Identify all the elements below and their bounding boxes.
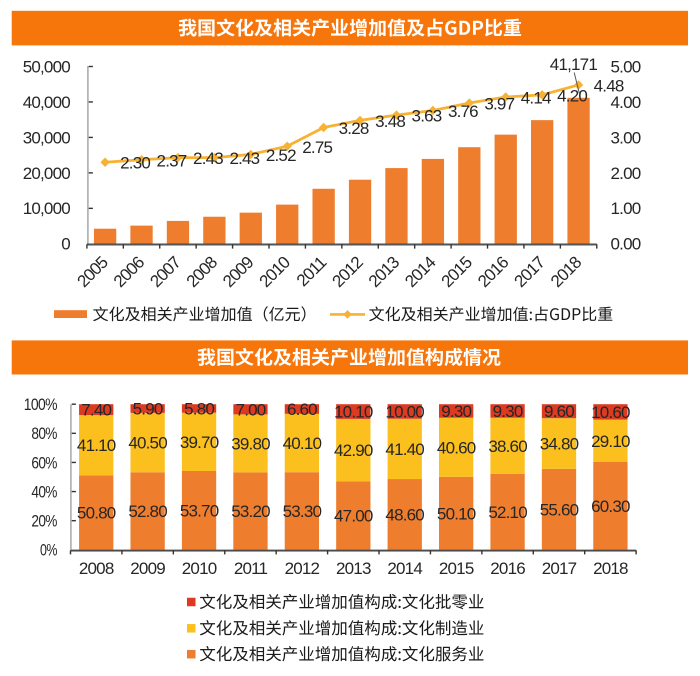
svg-text:2013: 2013	[336, 559, 371, 578]
svg-text:1.00: 1.00	[611, 199, 641, 218]
svg-text:52.80: 52.80	[128, 502, 167, 521]
svg-text:53.30: 53.30	[283, 502, 322, 521]
svg-text:20%: 20%	[31, 512, 57, 531]
svg-text:42.90: 42.90	[334, 441, 373, 460]
svg-text:10.00: 10.00	[385, 403, 424, 422]
svg-text:60%: 60%	[31, 453, 57, 472]
svg-text:53.70: 53.70	[180, 501, 219, 520]
svg-text:3.76: 3.76	[448, 102, 478, 121]
svg-text:3.28: 3.28	[339, 119, 369, 138]
svg-text:39.80: 39.80	[231, 434, 270, 453]
svg-text:4.48: 4.48	[594, 76, 624, 95]
svg-text:29.10: 29.10	[591, 432, 630, 451]
svg-text:34.80: 34.80	[540, 435, 579, 454]
svg-text:53.20: 53.20	[231, 502, 270, 521]
svg-text:2.37: 2.37	[157, 151, 187, 170]
svg-text:2.75: 2.75	[302, 138, 332, 157]
svg-text:0.00: 0.00	[611, 235, 641, 254]
svg-text:2012: 2012	[285, 559, 320, 578]
svg-text:7.00: 7.00	[236, 400, 266, 419]
svg-text:48.60: 48.60	[385, 505, 424, 524]
svg-text:2.30: 2.30	[120, 154, 150, 173]
svg-text:0: 0	[61, 235, 70, 254]
svg-text:40,000: 40,000	[23, 93, 71, 112]
svg-text:3.48: 3.48	[375, 112, 405, 131]
svg-text:3.63: 3.63	[412, 107, 442, 126]
svg-text:10.60: 10.60	[591, 403, 630, 422]
svg-text:0%: 0%	[40, 541, 57, 560]
svg-text:2.43: 2.43	[193, 149, 223, 168]
svg-text:47.00: 47.00	[334, 507, 373, 526]
svg-text:5.00: 5.00	[611, 57, 641, 76]
svg-text:2010: 2010	[182, 559, 217, 578]
svg-text:50.80: 50.80	[77, 504, 116, 523]
svg-text:52.10: 52.10	[488, 503, 527, 522]
svg-text:2.43: 2.43	[229, 149, 259, 168]
svg-text:9.30: 9.30	[441, 402, 471, 421]
svg-text:2015: 2015	[439, 559, 474, 578]
svg-text:4.20: 4.20	[557, 86, 587, 105]
svg-text:4.00: 4.00	[611, 93, 641, 112]
svg-text:2014: 2014	[387, 559, 422, 578]
svg-text:2009: 2009	[130, 559, 165, 578]
svg-text:9.60: 9.60	[544, 402, 574, 421]
svg-text:2.52: 2.52	[266, 146, 296, 165]
svg-text:20,000: 20,000	[23, 164, 71, 183]
svg-text:9.30: 9.30	[493, 402, 523, 421]
svg-text:100%: 100%	[24, 395, 58, 414]
svg-text:10.10: 10.10	[334, 403, 373, 422]
svg-text:50.10: 50.10	[437, 504, 476, 523]
svg-text:2016: 2016	[490, 559, 525, 578]
svg-text:3.00: 3.00	[611, 128, 641, 147]
svg-text:40.10: 40.10	[283, 434, 322, 453]
svg-text:60.30: 60.30	[591, 497, 630, 516]
svg-text:5.90: 5.90	[133, 400, 163, 419]
svg-text:7.40: 7.40	[81, 401, 111, 420]
svg-text:41,171: 41,171	[550, 55, 598, 74]
svg-text:41.40: 41.40	[385, 440, 424, 459]
svg-text:5.80: 5.80	[184, 400, 214, 419]
svg-text:2.00: 2.00	[611, 164, 641, 183]
svg-text:10,000: 10,000	[23, 199, 71, 218]
svg-text:40.50: 40.50	[128, 434, 167, 453]
svg-text:2017: 2017	[542, 559, 577, 578]
svg-text:3.97: 3.97	[484, 95, 514, 114]
svg-text:2018: 2018	[593, 559, 628, 578]
svg-text:38.60: 38.60	[488, 437, 527, 456]
svg-text:41.10: 41.10	[77, 436, 116, 455]
svg-text:39.70: 39.70	[180, 433, 219, 452]
svg-text:2011: 2011	[234, 559, 268, 578]
svg-text:40.60: 40.60	[437, 438, 476, 457]
svg-text:2008: 2008	[79, 559, 114, 578]
svg-text:40%: 40%	[31, 483, 57, 502]
svg-text:4.14: 4.14	[521, 89, 551, 108]
svg-text:50,000: 50,000	[23, 57, 71, 76]
svg-text:6.60: 6.60	[287, 400, 317, 419]
svg-text:80%: 80%	[31, 424, 57, 443]
svg-text:55.60: 55.60	[540, 500, 579, 519]
svg-text:30,000: 30,000	[23, 128, 71, 147]
